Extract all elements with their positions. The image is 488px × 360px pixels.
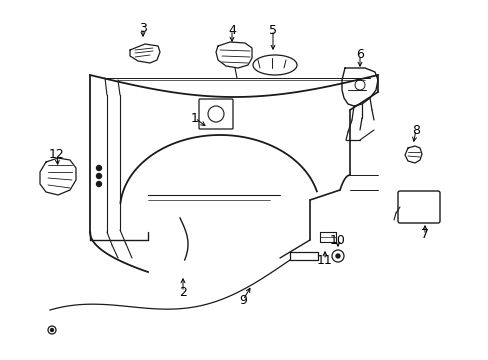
Circle shape xyxy=(96,174,102,179)
Text: 12: 12 xyxy=(49,148,65,162)
Text: 6: 6 xyxy=(355,49,363,62)
Text: 5: 5 xyxy=(268,23,276,36)
Text: 8: 8 xyxy=(411,123,419,136)
Text: 4: 4 xyxy=(227,23,235,36)
Circle shape xyxy=(96,181,102,186)
Text: 9: 9 xyxy=(239,293,246,306)
Text: 10: 10 xyxy=(329,234,345,247)
Text: 7: 7 xyxy=(420,229,428,242)
Text: 11: 11 xyxy=(317,253,332,266)
Text: 2: 2 xyxy=(179,285,186,298)
Text: 1: 1 xyxy=(191,112,199,125)
Circle shape xyxy=(50,328,53,332)
Text: 3: 3 xyxy=(139,22,146,35)
Circle shape xyxy=(335,254,339,258)
Circle shape xyxy=(96,166,102,171)
